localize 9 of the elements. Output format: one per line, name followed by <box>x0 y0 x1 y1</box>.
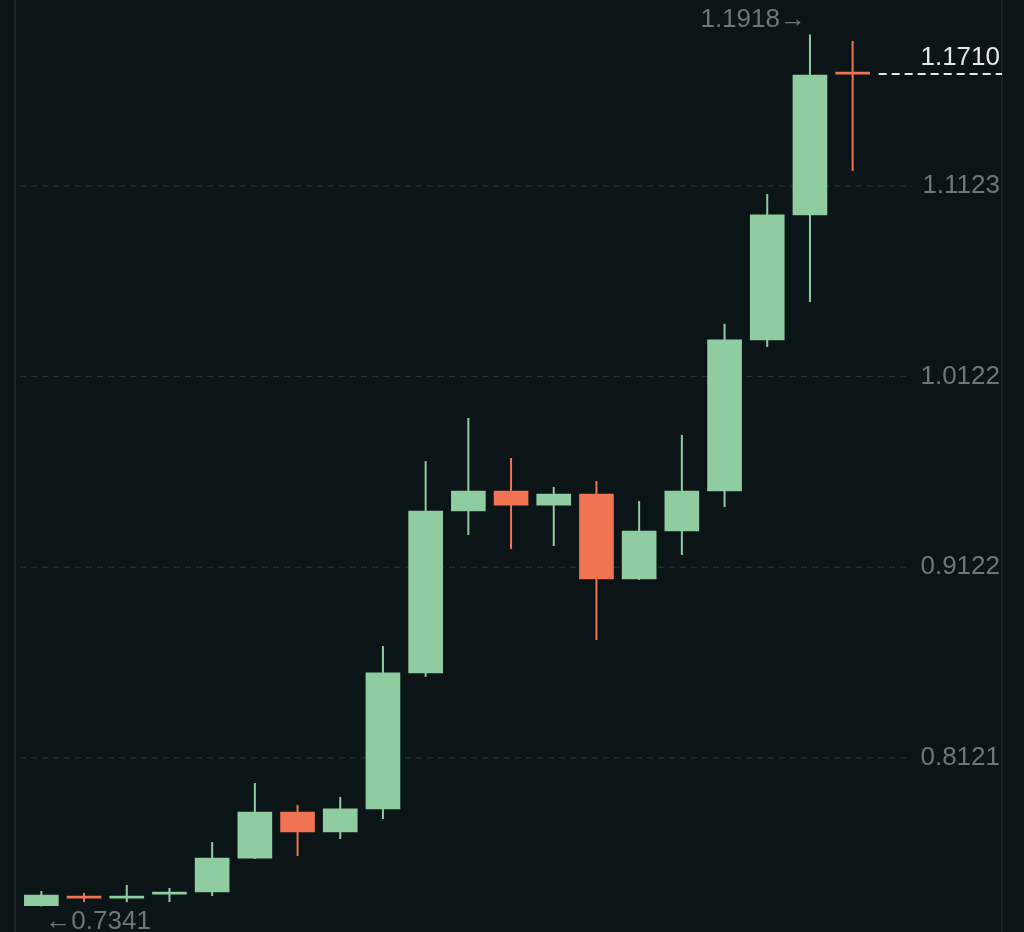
y-tick-label: 0.9122 <box>920 550 1000 581</box>
candlestick <box>493 457 529 551</box>
annotation: ←0.7341 <box>45 904 151 932</box>
y-tick-label: 1.0122 <box>920 359 1000 390</box>
y-tick-label: 1.1123 <box>922 169 1000 200</box>
ref-line-label: 1.1710 <box>920 41 1000 72</box>
y-tick-label: 0.8121 <box>920 741 1000 772</box>
candlestick <box>536 485 572 548</box>
annotation: 1.1918→ <box>700 2 806 33</box>
